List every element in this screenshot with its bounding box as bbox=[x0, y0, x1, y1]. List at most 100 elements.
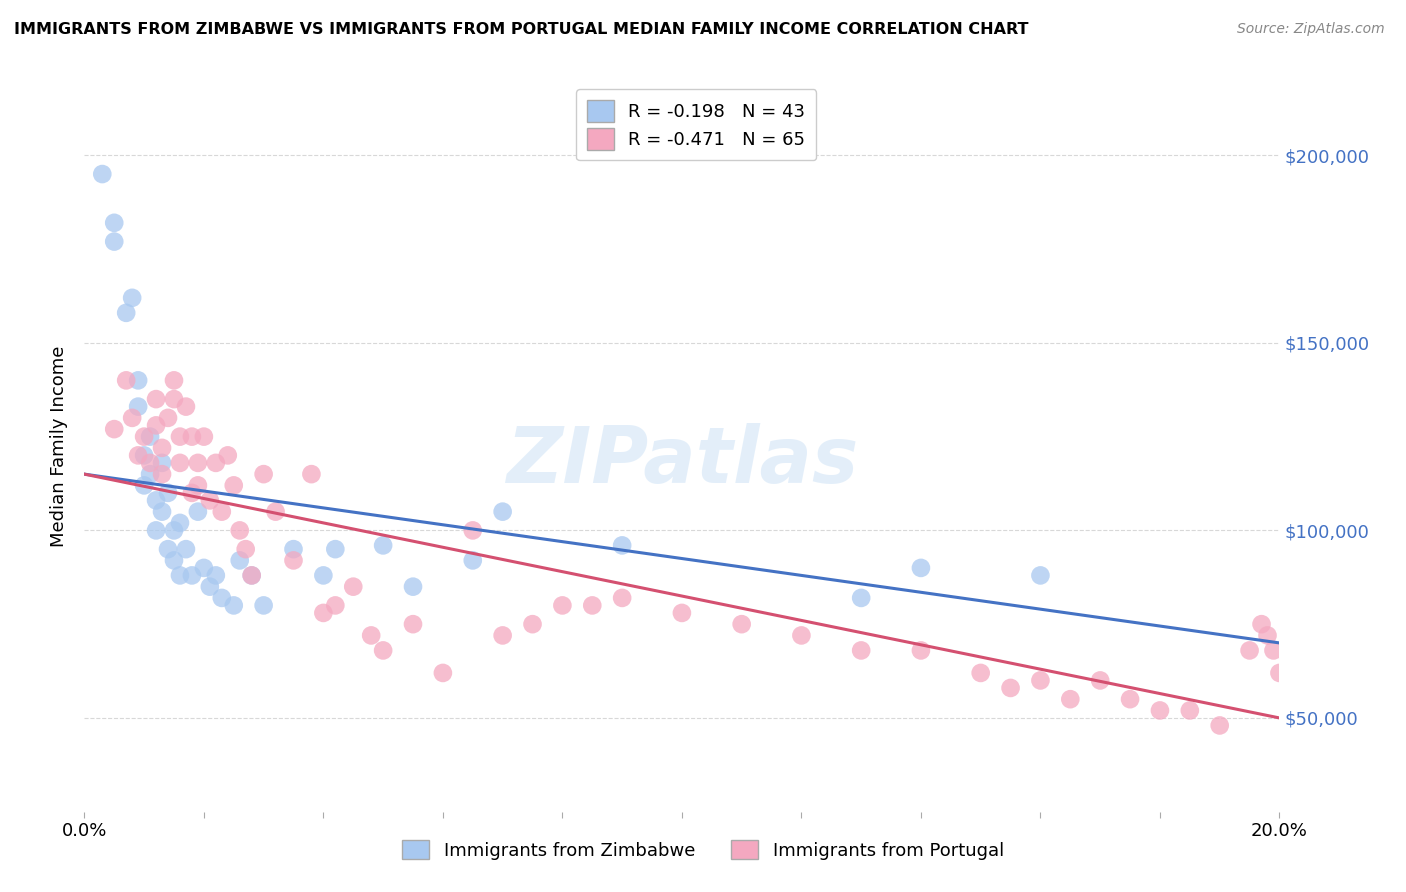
Point bbox=[851, 591, 873, 605]
Point bbox=[139, 429, 162, 443]
Point bbox=[163, 373, 186, 387]
Point bbox=[145, 418, 167, 433]
Point bbox=[150, 441, 173, 455]
Point bbox=[253, 467, 276, 482]
Point bbox=[492, 505, 515, 519]
Point bbox=[145, 392, 167, 406]
Point bbox=[150, 505, 173, 519]
Point bbox=[402, 580, 425, 594]
Point bbox=[181, 486, 204, 500]
Point bbox=[103, 235, 125, 249]
Legend: R = -0.198   N = 43, R = -0.471   N = 65: R = -0.198 N = 43, R = -0.471 N = 65 bbox=[576, 89, 817, 161]
Point bbox=[163, 524, 186, 538]
Point bbox=[163, 553, 186, 567]
Point bbox=[373, 538, 395, 552]
Point bbox=[1209, 718, 1232, 732]
Point bbox=[492, 628, 515, 642]
Point bbox=[283, 553, 305, 567]
Point bbox=[612, 538, 634, 552]
Point bbox=[432, 665, 454, 680]
Point bbox=[222, 478, 245, 492]
Point bbox=[360, 628, 382, 642]
Point bbox=[139, 456, 162, 470]
Point bbox=[115, 306, 138, 320]
Point bbox=[127, 373, 149, 387]
Point bbox=[217, 449, 239, 463]
Point bbox=[198, 493, 221, 508]
Point bbox=[228, 524, 252, 538]
Point bbox=[169, 516, 191, 530]
Point bbox=[1257, 628, 1279, 642]
Point bbox=[145, 524, 167, 538]
Point bbox=[103, 422, 125, 436]
Point bbox=[181, 429, 204, 443]
Point bbox=[253, 599, 276, 613]
Text: IMMIGRANTS FROM ZIMBABWE VS IMMIGRANTS FROM PORTUGAL MEDIAN FAMILY INCOME CORREL: IMMIGRANTS FROM ZIMBABWE VS IMMIGRANTS F… bbox=[14, 22, 1029, 37]
Point bbox=[132, 478, 156, 492]
Point bbox=[312, 568, 335, 582]
Point bbox=[139, 467, 162, 482]
Point bbox=[461, 553, 484, 567]
Point bbox=[187, 478, 209, 492]
Point bbox=[551, 599, 574, 613]
Point bbox=[157, 486, 180, 500]
Point bbox=[1178, 703, 1201, 717]
Point bbox=[790, 628, 813, 642]
Point bbox=[283, 542, 305, 557]
Point bbox=[240, 568, 263, 582]
Point bbox=[187, 505, 209, 519]
Point bbox=[193, 429, 215, 443]
Point bbox=[169, 456, 191, 470]
Point bbox=[198, 580, 221, 594]
Point bbox=[1029, 673, 1052, 688]
Point bbox=[301, 467, 323, 482]
Point bbox=[522, 617, 544, 632]
Point bbox=[325, 599, 347, 613]
Point bbox=[103, 216, 125, 230]
Point bbox=[121, 410, 143, 425]
Point bbox=[264, 505, 287, 519]
Point bbox=[461, 524, 484, 538]
Point bbox=[612, 591, 634, 605]
Point bbox=[325, 542, 347, 557]
Point bbox=[174, 400, 197, 414]
Point bbox=[970, 665, 993, 680]
Point bbox=[1250, 617, 1272, 632]
Point bbox=[235, 542, 257, 557]
Point bbox=[132, 449, 156, 463]
Point bbox=[373, 643, 395, 657]
Point bbox=[1000, 681, 1022, 695]
Point bbox=[910, 561, 932, 575]
Point bbox=[193, 561, 215, 575]
Point bbox=[402, 617, 425, 632]
Point bbox=[127, 449, 149, 463]
Point bbox=[731, 617, 754, 632]
Point bbox=[163, 392, 186, 406]
Point bbox=[121, 291, 143, 305]
Point bbox=[851, 643, 873, 657]
Point bbox=[312, 606, 335, 620]
Point bbox=[181, 568, 204, 582]
Point bbox=[228, 553, 252, 567]
Point bbox=[1029, 568, 1052, 582]
Point bbox=[187, 456, 209, 470]
Point bbox=[127, 400, 149, 414]
Point bbox=[169, 568, 191, 582]
Point bbox=[157, 542, 180, 557]
Point bbox=[205, 456, 228, 470]
Point bbox=[115, 373, 138, 387]
Point bbox=[1059, 692, 1081, 706]
Point bbox=[174, 542, 197, 557]
Point bbox=[581, 599, 603, 613]
Point bbox=[211, 591, 233, 605]
Point bbox=[1263, 643, 1285, 657]
Point bbox=[157, 410, 180, 425]
Point bbox=[222, 599, 245, 613]
Point bbox=[1149, 703, 1171, 717]
Legend: Immigrants from Zimbabwe, Immigrants from Portugal: Immigrants from Zimbabwe, Immigrants fro… bbox=[395, 833, 1011, 867]
Point bbox=[150, 456, 173, 470]
Point bbox=[910, 643, 932, 657]
Point bbox=[342, 580, 364, 594]
Point bbox=[145, 493, 167, 508]
Point bbox=[671, 606, 693, 620]
